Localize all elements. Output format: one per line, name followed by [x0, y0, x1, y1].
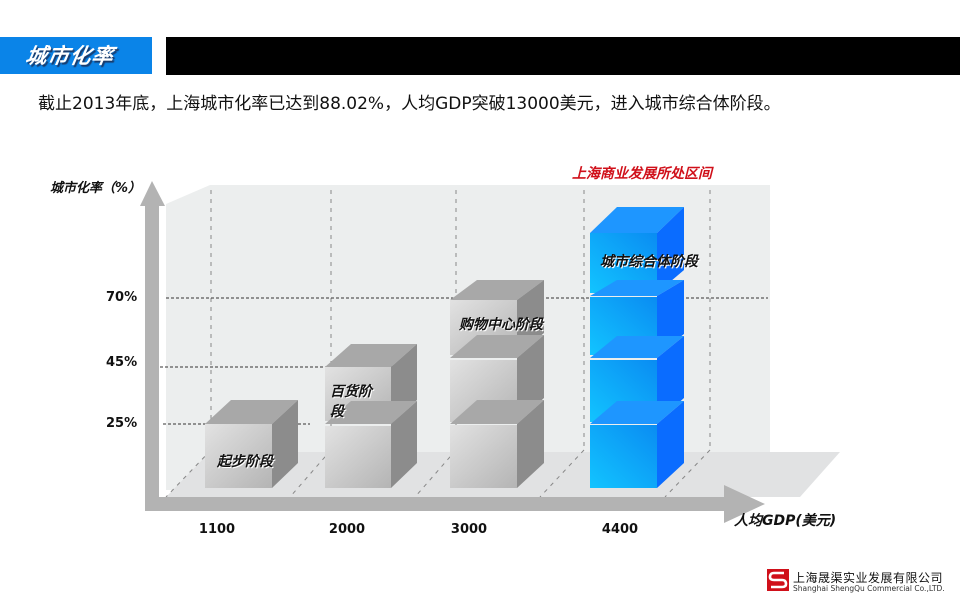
y-tick-45: 45%: [106, 355, 138, 370]
x-tick-3000: 3000: [450, 522, 488, 537]
stage-label-2: 百货阶段: [330, 384, 372, 420]
x-tick-4400: 4400: [601, 522, 639, 537]
highlight-region-label: 上海商业发展所处区间: [572, 166, 712, 182]
y-tick-25: 25%: [106, 416, 138, 431]
y-tick-70: 70%: [106, 290, 138, 305]
y-axis-label: 城市化率（%）: [50, 181, 142, 196]
company-name-cn: 上海晟渠实业发展有限公司: [793, 571, 944, 585]
company-logo-icon: [767, 569, 789, 591]
title-bar: [166, 37, 960, 75]
x-tick-2000: 2000: [328, 522, 366, 537]
stage-label-4: 城市综合体阶段: [600, 254, 698, 270]
bar-block-3000: [450, 280, 544, 488]
x-tick-1100: 1100: [198, 522, 236, 537]
section-title-tab: [0, 37, 152, 74]
bar-block-1100: [205, 400, 298, 488]
company-name-en: Shanghai ShengQu Commercial Co.,LTD.: [793, 584, 945, 593]
subtitle-text: 截止2013年底，上海城市化率已达到88.02%，人均GDP突破13000美元，…: [38, 94, 781, 114]
stage-label-3: 购物中心阶段: [459, 317, 543, 333]
bar-block-2000: [325, 344, 417, 488]
bar-block-4400: [590, 207, 684, 488]
stage-label-1: 起步阶段: [217, 454, 273, 470]
x-axis-label: 人均GDP(美元): [734, 513, 837, 529]
